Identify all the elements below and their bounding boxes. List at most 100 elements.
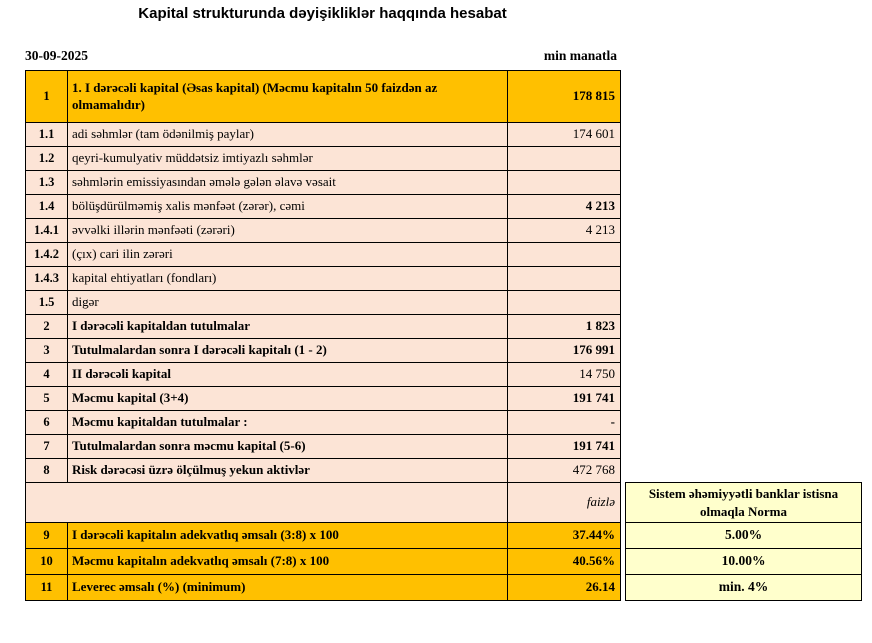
row-number-cell: 5	[25, 386, 68, 411]
row-number-cell: 8	[25, 458, 68, 483]
spacer-cell	[626, 435, 862, 459]
row-label-cell: Leverec əmsalı (%) (minimum)	[67, 574, 508, 602]
table-row: 1.4.1 əvvəlki illərin mənfəəti (zərəri) …	[25, 218, 862, 243]
row-value-cell: 40.56%	[507, 548, 621, 576]
table-row: 5 Məcmu kapital (3+4) 191 741	[25, 386, 862, 411]
row-number-cell: 1.4.2	[25, 242, 68, 267]
row-label-cell: Məcmu kapital (3+4)	[67, 386, 508, 411]
percent-header-row: faizlə Sistem əhəmiyyətli banklar istisn…	[25, 481, 862, 524]
row-number-cell: 9	[25, 522, 68, 550]
table-row: 7 Tutulmalardan sonra məcmu kapital (5-6…	[25, 434, 862, 459]
row-number-cell: 1.4.1	[25, 218, 68, 243]
row-value-cell: 191 741	[507, 386, 621, 411]
row-label-cell: adi səhmlər (tam ödənilmiş paylar)	[67, 122, 508, 147]
percent-label-cell: faizlə	[507, 481, 621, 524]
row-label-cell: bölüşdürülməmiş xalis mənfəət (zərər), c…	[67, 194, 508, 219]
row-value-cell	[507, 170, 621, 195]
row-number-cell: 2	[25, 314, 68, 339]
report-date: 30-09-2025	[25, 48, 88, 63]
table-row: 9 I dərəcəli kapitalın adekvatlıq əmsalı…	[25, 522, 862, 550]
row-number-cell: 1.2	[25, 146, 68, 171]
row-value-cell: 26.14	[507, 574, 621, 602]
spacer-cell	[626, 291, 862, 315]
table-row: 8 Risk dərəcəsi üzrə ölçülmuş yekun akti…	[25, 458, 862, 483]
row-value-cell: 176 991	[507, 338, 621, 363]
row-value-cell: 14 750	[507, 362, 621, 387]
table-row: 1.5 digər	[25, 290, 862, 315]
row-label-cell: I dərəcəli kapitalın adekvatlıq əmsalı (…	[67, 522, 508, 550]
table-row: 1 1. I dərəcəli kapital (Əsas kapital) (…	[25, 70, 862, 123]
row-number-cell: 1.4.3	[25, 266, 68, 291]
row-label-cell: I dərəcəli kapitaldan tutulmalar	[67, 314, 508, 339]
row-label-cell: qeyri-kumulyativ müddətsiz imtiyazlı səh…	[67, 146, 508, 171]
spacer-cell	[626, 123, 862, 147]
unit-label: min manatla	[543, 48, 617, 63]
row-number-cell: 10	[25, 548, 68, 576]
row-value-cell	[507, 146, 621, 171]
spacer-cell	[626, 411, 862, 435]
row-number-cell: 1.5	[25, 290, 68, 315]
table-row: 1.4.3 kapital ehtiyatları (fondları)	[25, 266, 862, 291]
page-title: Kapital strukturunda dəyişikliklər haqqı…	[138, 5, 507, 22]
row-value-cell	[507, 290, 621, 315]
table-row: 6 Məcmu kapitaldan tutulmalar : -	[25, 410, 862, 435]
norma-value-cell: 10.00%	[625, 548, 862, 576]
row-number-cell: 6	[25, 410, 68, 435]
row-number-cell: 1.3	[25, 170, 68, 195]
row-number-cell: 1	[25, 70, 68, 123]
row-label-cell: kapital ehtiyatları (fondları)	[67, 266, 508, 291]
spacer-cell	[626, 267, 862, 291]
row-label-cell: Risk dərəcəsi üzrə ölçülmuş yekun aktivl…	[67, 458, 508, 483]
spacer-cell	[626, 243, 862, 267]
spacer-cell	[626, 315, 862, 339]
row-value-cell: 1 823	[507, 314, 621, 339]
spacer-cell	[626, 219, 862, 243]
row-value-cell	[507, 242, 621, 267]
spacer-cell	[626, 459, 862, 483]
row-number-cell: 7	[25, 434, 68, 459]
row-number-cell: 1.4	[25, 194, 68, 219]
row-value-cell: 472 768	[507, 458, 621, 483]
row-label-cell: Məcmu kapitaldan tutulmalar :	[67, 410, 508, 435]
row-label-cell: (çıx) cari ilin zərəri	[67, 242, 508, 267]
row-value-cell: 191 741	[507, 434, 621, 459]
spacer-cell	[626, 71, 862, 123]
norma-value-cell: 5.00%	[625, 522, 862, 550]
row-label-cell: Tutulmalardan sonra məcmu kapital (5-6)	[67, 434, 508, 459]
row-value-cell	[507, 266, 621, 291]
spacer-cell	[626, 387, 862, 411]
row-label-cell: II dərəcəli kapital	[67, 362, 508, 387]
row-label-cell: Tutulmalardan sonra I dərəcəli kapitalı …	[67, 338, 508, 363]
table-row: 1.4.2 (çıx) cari ilin zərəri	[25, 242, 862, 267]
row-value-cell: 37.44%	[507, 522, 621, 550]
row-label-cell: əvvəlki illərin mənfəəti (zərəri)	[67, 218, 508, 243]
row-value-cell: -	[507, 410, 621, 435]
row-value-cell: 4 213	[507, 194, 621, 219]
capital-structure-table: 1 1. I dərəcəli kapital (Əsas kapital) (…	[25, 70, 862, 602]
table-row: 4 II dərəcəli kapital 14 750	[25, 362, 862, 387]
table-row: 1.1 adi səhmlər (tam ödənilmiş paylar) 1…	[25, 122, 862, 147]
row-number-cell: 1.1	[25, 122, 68, 147]
row-number-cell: 11	[25, 574, 68, 602]
table-row: 11 Leverec əmsalı (%) (minimum) 26.14 mi…	[25, 574, 862, 602]
row-label-cell: 1. I dərəcəli kapital (Əsas kapital) (Mə…	[67, 70, 508, 123]
table-row: 1.2 qeyri-kumulyativ müddətsiz imtiyazlı…	[25, 146, 862, 171]
table-row: 1.4 bölüşdürülməmiş xalis mənfəət (zərər…	[25, 194, 862, 219]
spacer-cell	[626, 171, 862, 195]
row-value-cell: 178 815	[507, 70, 621, 123]
spacer-cell	[626, 147, 862, 171]
table-row: 1.3 səhmlərin emissiyasından əmələ gələn…	[25, 170, 862, 195]
empty-cell	[25, 481, 508, 524]
spacer-cell	[626, 363, 862, 387]
table-row: 3 Tutulmalardan sonra I dərəcəli kapital…	[25, 338, 862, 363]
row-value-cell: 174 601	[507, 122, 621, 147]
norma-value-cell: min. 4%	[625, 574, 862, 602]
row-label-cell: digər	[67, 290, 508, 315]
row-label-cell: Məcmu kapitalın adekvatlıq əmsalı (7:8) …	[67, 548, 508, 576]
row-number-cell: 3	[25, 338, 68, 363]
row-value-cell: 4 213	[507, 218, 621, 243]
table-row: 10 Məcmu kapitalın adekvatlıq əmsalı (7:…	[25, 548, 862, 576]
row-label-cell: səhmlərin emissiyasından əmələ gələn əla…	[67, 170, 508, 195]
spacer-cell	[626, 195, 862, 219]
table-row: 2 I dərəcəli kapitaldan tutulmalar 1 823	[25, 314, 862, 339]
